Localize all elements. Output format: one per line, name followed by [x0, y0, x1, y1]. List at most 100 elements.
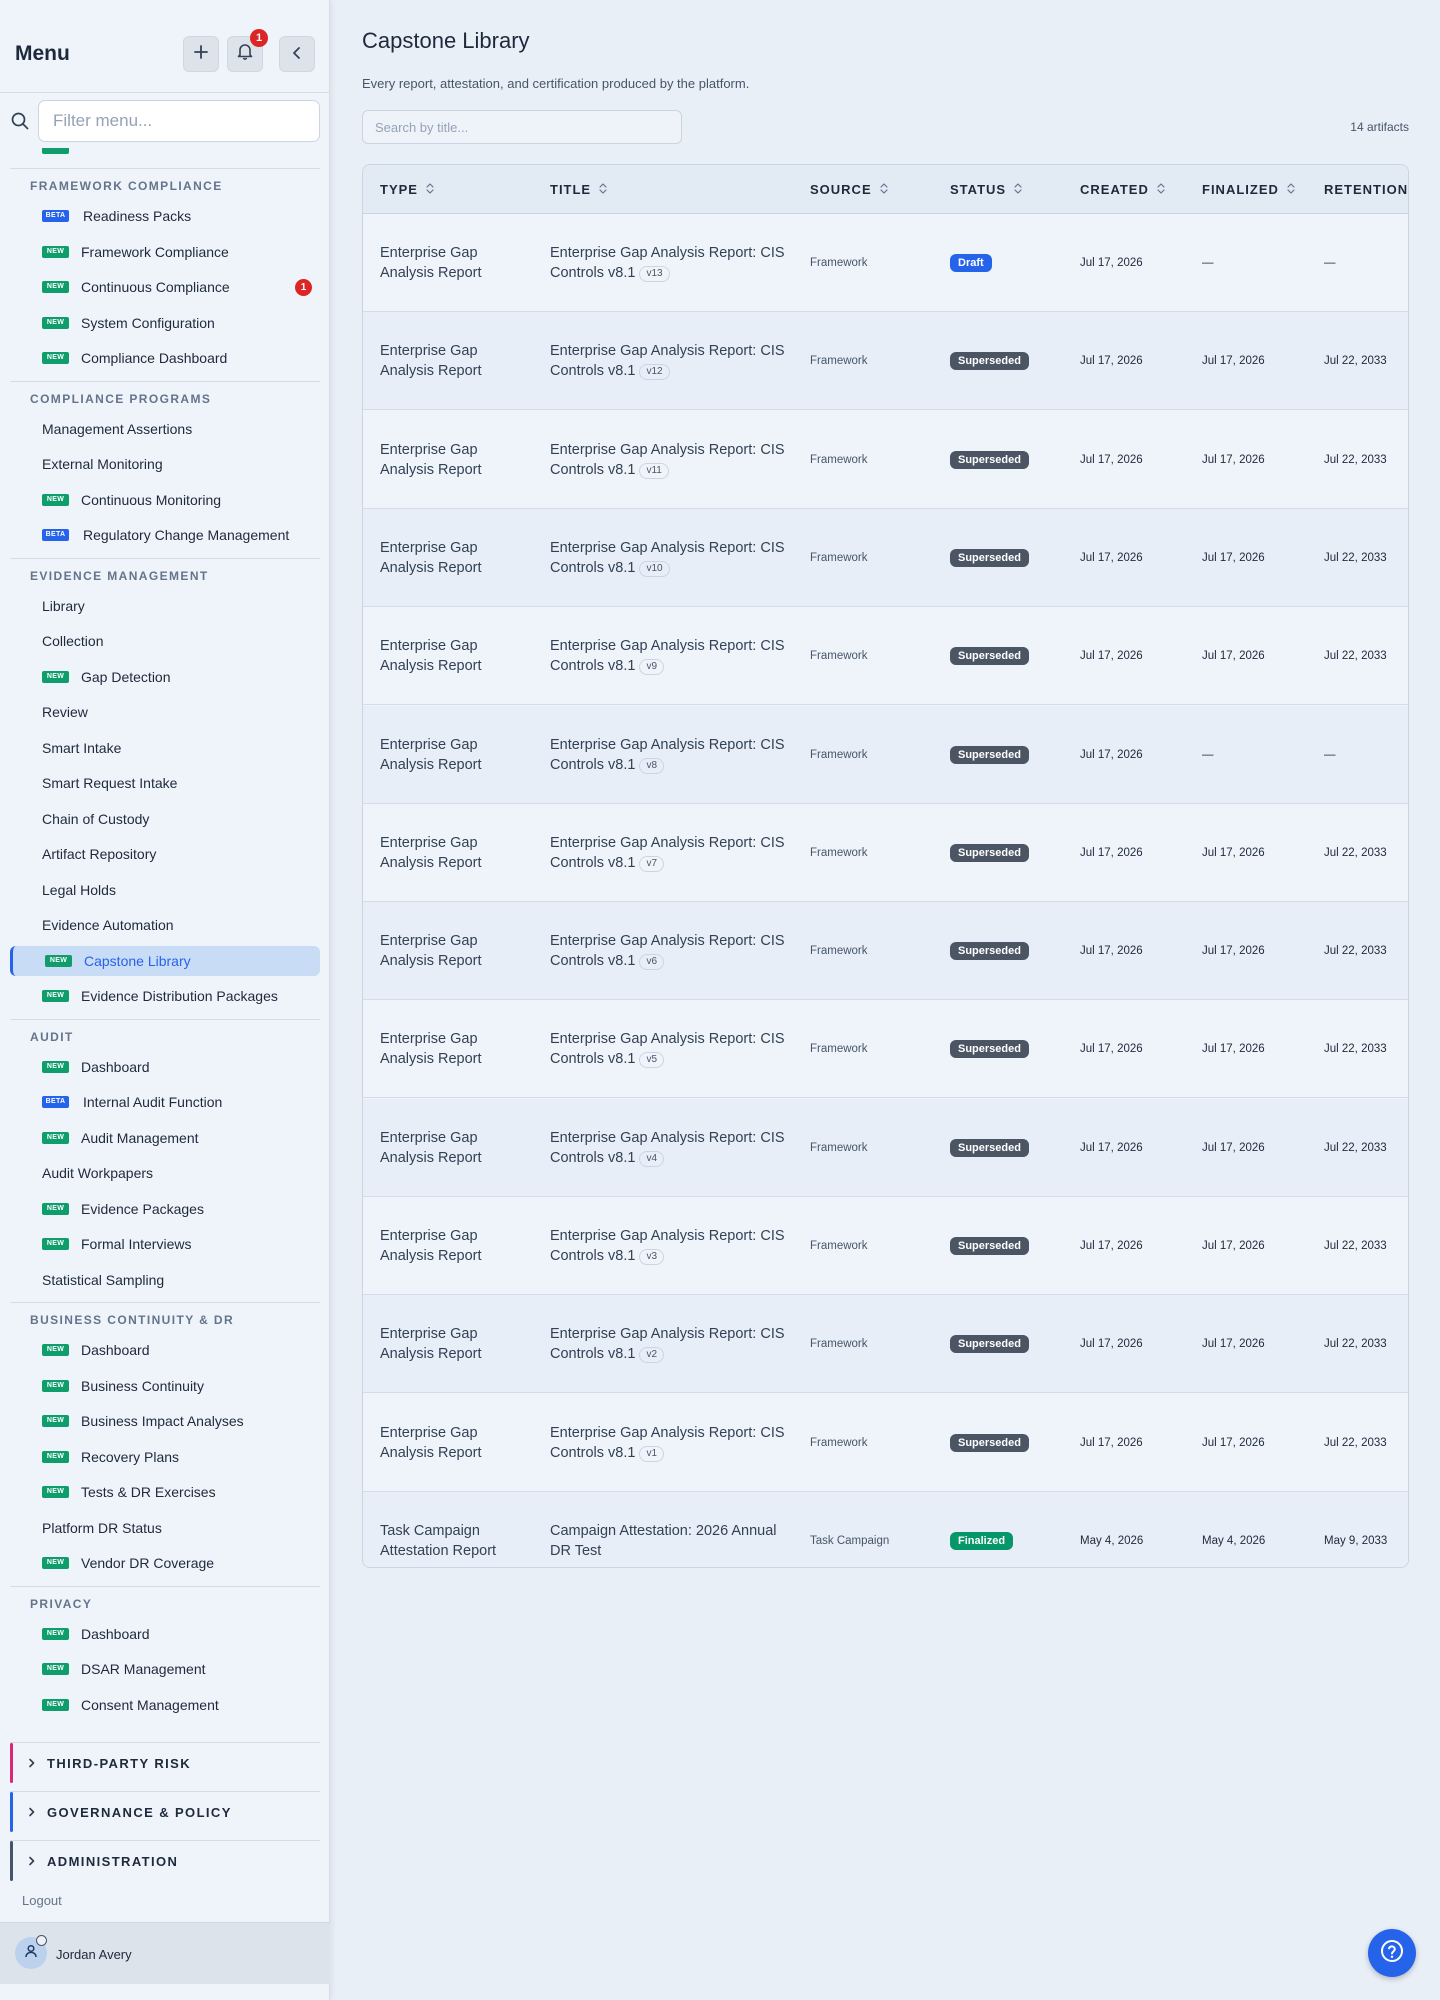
page-title: Capstone Library [362, 28, 530, 53]
table-row[interactable]: Enterprise Gap Analysis Report Enterprise… [363, 1098, 1408, 1197]
sidebar-item-tests-and-dr-exercises[interactable]: NEW Tests & DR Exercises [10, 1477, 320, 1507]
new-badge: NEW [42, 670, 69, 683]
version-badge: v13 [639, 266, 670, 282]
item-count-badge: 1 [295, 279, 312, 296]
collapse-sidebar-button[interactable] [279, 36, 315, 72]
sidebar-item-evidence-distribution-packages[interactable]: NEW Evidence Distribution Packages [10, 981, 320, 1011]
sidebar-item-continuous-monitoring[interactable]: NEW Continuous Monitoring [10, 485, 320, 515]
help-button[interactable] [1368, 1929, 1416, 1977]
filter-menu-input[interactable] [38, 100, 320, 142]
table-row[interactable]: Enterprise Gap Analysis Report Enterprise… [363, 411, 1408, 509]
sidebar-item-library[interactable]: Library [10, 591, 320, 621]
table-row[interactable]: Enterprise Gap Analysis Report Enterprise… [363, 312, 1408, 411]
section-divider [10, 1302, 320, 1303]
table-row[interactable]: Enterprise Gap Analysis Report Enterprise… [363, 902, 1408, 1001]
table-row[interactable]: Enterprise Gap Analysis Report Enterprise… [363, 804, 1408, 902]
group-third-party-risk[interactable]: THIRD-PARTY RISK [10, 1743, 320, 1783]
created-cell: Jul 17, 2026 [1080, 945, 1143, 958]
finalized-cell: Jul 17, 2026 [1202, 1240, 1265, 1252]
sidebar-item-dashboard[interactable]: NEW Dashboard [10, 1619, 320, 1649]
column-header-type[interactable]: TYPE [380, 165, 434, 214]
section-heading-business-continuity-and-dr: BUSINESS CONTINUITY & DR [30, 1313, 235, 1327]
column-header-status[interactable]: STATUS [950, 165, 1022, 214]
sidebar-item-label: Business Continuity [81, 1377, 204, 1394]
sidebar-item-formal-interviews[interactable]: NEW Formal Interviews [10, 1229, 320, 1259]
user-profile[interactable]: Jordan Avery [0, 1922, 330, 1984]
sidebar-item-dashboard[interactable]: NEW Dashboard [10, 1335, 320, 1365]
sidebar-item-framework-compliance[interactable]: NEW Framework Compliance [10, 237, 320, 267]
finalized-cell: May 4, 2026 [1202, 1534, 1266, 1547]
sidebar-item-artifact-repository[interactable]: Artifact Repository [10, 839, 320, 869]
source-cell: Framework [810, 1240, 868, 1252]
status-badge: Superseded [950, 1237, 1029, 1255]
sidebar-item-dashboard[interactable]: NEW Dashboard [10, 1052, 320, 1082]
sidebar-item-capstone-library[interactable]: NEW Capstone Library [10, 945, 320, 976]
sidebar-item-evidence-automation[interactable]: Evidence Automation [10, 910, 320, 940]
table-row[interactable]: Enterprise Gap Analysis Report Enterprise… [363, 1394, 1408, 1492]
sidebar-item-management-assertions[interactable]: Management Assertions [10, 414, 320, 444]
version-badge: v12 [639, 364, 670, 381]
sidebar-item-evidence-packages[interactable]: NEW Evidence Packages [10, 1194, 320, 1224]
sidebar-item-vendor-dr-coverage[interactable]: NEW Vendor DR Coverage [10, 1548, 320, 1578]
sidebar-item-consent-management[interactable]: NEW Consent Management [10, 1690, 320, 1720]
created-cell: Jul 17, 2026 [1080, 846, 1143, 859]
beta-badge: BETA [42, 1096, 69, 1108]
sidebar-item-gap-detection[interactable]: NEW Gap Detection [10, 662, 320, 692]
column-header-retention[interactable]: RETENTION [1324, 165, 1408, 214]
sidebar-item-review[interactable]: Review [10, 697, 320, 727]
column-header-source[interactable]: SOURCE [810, 165, 888, 214]
sidebar-item-audit-workpapers[interactable]: Audit Workpapers [10, 1158, 320, 1188]
title-text: Enterprise Gap Analysis Report: CIS Cont… [550, 539, 785, 576]
notifications-button[interactable]: 1 [227, 29, 268, 72]
type-cell: Enterprise Gap Analysis Report [380, 804, 530, 902]
sidebar-item-platform-dr-status[interactable]: Platform DR Status [10, 1513, 320, 1543]
add-button[interactable] [183, 36, 219, 72]
logout-link[interactable]: Logout [22, 1893, 62, 1908]
sidebar-item-readiness-packs[interactable]: BETA Readiness Packs [10, 201, 320, 231]
group-governance-and-policy[interactable]: GOVERNANCE & POLICY [10, 1792, 320, 1832]
group-administration[interactable]: ADMINISTRATION [10, 1841, 320, 1881]
sidebar-item-business-continuity[interactable]: NEW Business Continuity [10, 1371, 320, 1401]
table-row[interactable]: Enterprise Gap Analysis Report Enterprise… [363, 1000, 1408, 1099]
status-cell: Superseded [950, 804, 1029, 902]
sidebar-item-legal-holds[interactable]: Legal Holds [10, 875, 320, 905]
sidebar-item-system-configuration[interactable]: NEW System Configuration [10, 308, 320, 338]
column-header-finalized[interactable]: FINALIZED [1202, 165, 1295, 214]
type-cell: Task Campaign Attestation Report [380, 1492, 530, 1567]
source-cell: Framework [810, 1436, 868, 1449]
sidebar-item-continuous-compliance[interactable]: NEW Continuous Compliance 1 [10, 272, 320, 302]
retention-cell: Jul 22, 2033 [1324, 1141, 1387, 1154]
type-cell: Enterprise Gap Analysis Report [380, 509, 530, 607]
table-row[interactable]: Enterprise Gap Analysis Report Enterprise… [363, 1295, 1408, 1394]
table-row[interactable]: Enterprise Gap Analysis Report Enterprise… [363, 705, 1408, 804]
sidebar-item-statistical-sampling[interactable]: Statistical Sampling [10, 1265, 320, 1295]
table-row[interactable]: Enterprise Gap Analysis Report Enterprise… [363, 1197, 1408, 1295]
status-cell: Superseded [950, 1099, 1029, 1197]
sidebar-item-chain-of-custody[interactable]: Chain of Custody [10, 804, 320, 834]
sidebar-item-smart-request-intake[interactable]: Smart Request Intake [10, 768, 320, 798]
sidebar-item-label: Capstone Library [84, 952, 191, 969]
sidebar-item-dsar-management[interactable]: NEW DSAR Management [10, 1654, 320, 1684]
sidebar-item-business-impact-analyses[interactable]: NEW Business Impact Analyses [10, 1406, 320, 1436]
sidebar-item-audit-management[interactable]: NEW Audit Management [10, 1123, 320, 1153]
sidebar-item-regulatory-change-management[interactable]: BETA Regulatory Change Management [10, 520, 320, 550]
column-header-title[interactable]: TITLE [550, 165, 607, 214]
table-row[interactable]: Task Campaign Attestation Report Campaign… [363, 1491, 1408, 1567]
retention-cell: Jul 22, 2033 [1324, 1338, 1387, 1351]
sidebar-item-recovery-plans[interactable]: NEW Recovery Plans [10, 1442, 320, 1472]
source-cell: Framework [810, 355, 868, 368]
sidebar-item-smart-intake[interactable]: Smart Intake [10, 733, 320, 763]
search-input[interactable] [362, 110, 682, 144]
sidebar-item-internal-audit-function[interactable]: BETA Internal Audit Function [10, 1087, 320, 1117]
sidebar-item-compliance-dashboard[interactable]: NEW Compliance Dashboard [10, 343, 320, 373]
section-heading-framework-compliance: FRAMEWORK COMPLIANCE [30, 179, 223, 193]
table-row[interactable]: Enterprise Gap Analysis Report Enterprise… [363, 508, 1408, 607]
table-row[interactable]: Enterprise Gap Analysis Report Enterprise… [363, 214, 1408, 312]
created-cell: Jul 17, 2026 [1080, 748, 1143, 761]
artifacts-table: TYPE TITLE SOURCE STATUS CREATED FINALIZED RET… [362, 164, 1409, 1568]
sidebar-item-external-monitoring[interactable]: External Monitoring [10, 449, 320, 479]
sidebar-item-collection[interactable]: Collection [10, 626, 320, 656]
column-header-created[interactable]: CREATED [1080, 165, 1165, 214]
type-text: Enterprise Gap Analysis Report [380, 1326, 482, 1363]
table-row[interactable]: Enterprise Gap Analysis Report Enterprise… [363, 607, 1408, 706]
